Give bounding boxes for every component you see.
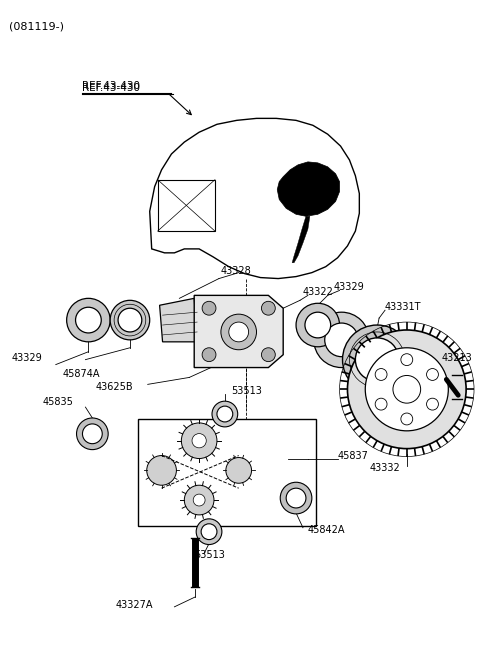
- Circle shape: [229, 322, 249, 342]
- Circle shape: [83, 424, 102, 443]
- Bar: [138, 419, 316, 525]
- Circle shape: [427, 369, 438, 380]
- Text: 43331T: 43331T: [385, 302, 421, 312]
- Circle shape: [325, 323, 359, 357]
- Circle shape: [118, 308, 142, 332]
- Circle shape: [393, 375, 420, 403]
- Bar: [157, 180, 215, 231]
- Circle shape: [201, 523, 217, 540]
- Circle shape: [221, 314, 256, 350]
- Circle shape: [401, 354, 413, 365]
- Circle shape: [75, 307, 101, 333]
- Circle shape: [76, 418, 108, 449]
- Text: 45874A: 45874A: [63, 369, 100, 379]
- Circle shape: [286, 488, 306, 508]
- Text: 43328: 43328: [221, 266, 252, 276]
- Circle shape: [375, 398, 387, 410]
- Polygon shape: [292, 216, 310, 263]
- Text: 43327A: 43327A: [115, 600, 153, 610]
- Circle shape: [305, 312, 331, 338]
- Text: 53513: 53513: [194, 550, 225, 560]
- Circle shape: [184, 485, 214, 515]
- Circle shape: [375, 369, 387, 380]
- Text: 43213: 43213: [442, 353, 472, 363]
- Text: 45837: 45837: [337, 451, 369, 461]
- Circle shape: [212, 401, 238, 427]
- Text: 43329: 43329: [11, 353, 42, 363]
- Text: 53513: 53513: [231, 386, 262, 396]
- Circle shape: [365, 348, 448, 431]
- Text: (081119-): (081119-): [9, 22, 64, 31]
- Circle shape: [192, 434, 206, 448]
- Polygon shape: [159, 298, 197, 342]
- Text: 43332: 43332: [369, 463, 400, 474]
- Text: REF.43-430: REF.43-430: [83, 81, 141, 91]
- Circle shape: [427, 398, 438, 410]
- Circle shape: [181, 423, 217, 459]
- Text: 43625B: 43625B: [96, 382, 133, 392]
- Circle shape: [110, 300, 150, 340]
- Circle shape: [262, 348, 276, 361]
- Circle shape: [401, 413, 413, 425]
- Circle shape: [147, 455, 177, 485]
- Circle shape: [202, 301, 216, 315]
- Text: 45842A: 45842A: [308, 525, 346, 535]
- Text: REF.43-430: REF.43-430: [83, 83, 141, 92]
- Circle shape: [355, 338, 399, 381]
- Circle shape: [348, 330, 466, 449]
- Circle shape: [280, 482, 312, 514]
- Circle shape: [343, 325, 412, 394]
- Circle shape: [196, 519, 222, 544]
- Circle shape: [262, 301, 276, 315]
- Text: 45835: 45835: [43, 397, 74, 407]
- Circle shape: [226, 457, 252, 483]
- Text: 43322: 43322: [303, 287, 334, 297]
- Circle shape: [67, 298, 110, 342]
- Polygon shape: [277, 162, 339, 216]
- Circle shape: [314, 312, 369, 367]
- Circle shape: [193, 494, 205, 506]
- Text: 43329: 43329: [334, 283, 364, 293]
- Circle shape: [217, 406, 233, 422]
- Polygon shape: [194, 295, 283, 367]
- Circle shape: [202, 348, 216, 361]
- Circle shape: [296, 303, 339, 347]
